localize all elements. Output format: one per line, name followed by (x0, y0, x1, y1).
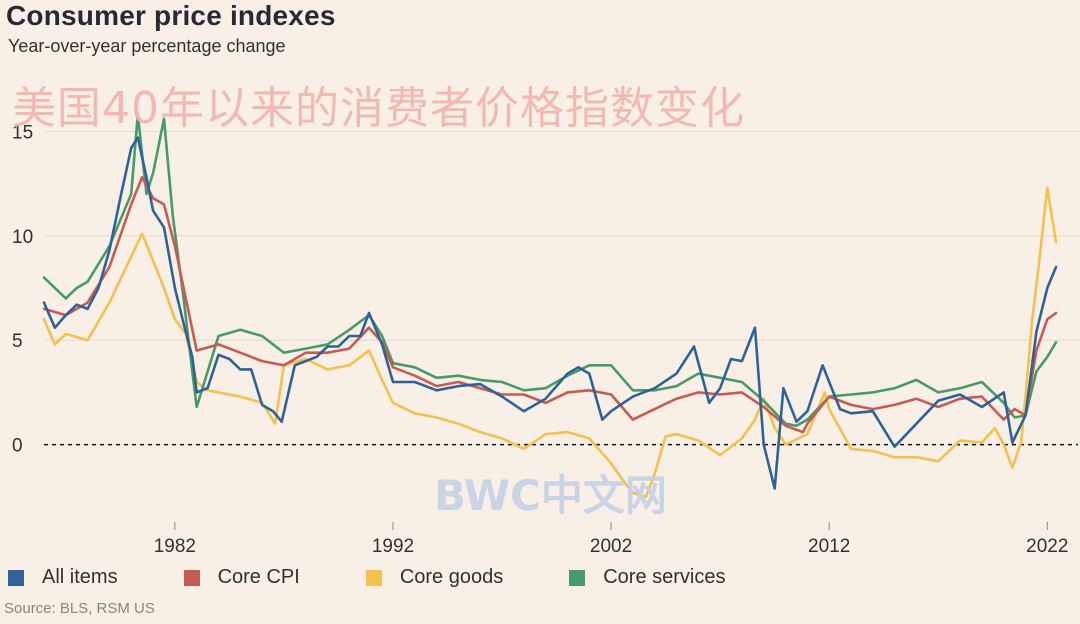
legend-item-core-goods: Core goods (365, 566, 504, 589)
legend-item-core-services: Core services (569, 566, 726, 589)
chart-legend: All items Core CPI Core goods Core servi… (8, 566, 792, 589)
series-line-core-cpi (42, 176, 1058, 434)
legend-swatch-core-goods (365, 569, 382, 586)
legend-item-core-cpi: Core CPI (183, 566, 300, 589)
y-tick-label: 0 (12, 436, 23, 457)
series-line-core-services (42, 113, 1058, 428)
watermark-text: BWC中文网 (434, 471, 667, 520)
legend-swatch-core-cpi (183, 569, 200, 586)
overlay-caption: 美国40年以来的消费者价格指数变化 (12, 83, 745, 134)
chart-subtitle: Year-over-year percentage change (8, 36, 286, 56)
legend-label: Core services (603, 566, 726, 588)
y-tick-label: 15 (12, 122, 33, 143)
legend-swatch-core-services (569, 569, 586, 586)
legend-label: Core goods (399, 566, 504, 588)
x-tick-label: 1992 (372, 536, 414, 557)
y-tick-label: 10 (12, 227, 33, 248)
chart-title: Consumer price indexes (6, 0, 336, 31)
series-line-all-items (42, 136, 1058, 490)
x-tick-label: 2012 (808, 536, 850, 557)
y-tick-label: 5 (12, 331, 23, 352)
source-note: Source: BLS, RSM US (4, 600, 155, 617)
legend-swatch-all-items (8, 569, 24, 586)
legend-item-all-items: All items (8, 566, 118, 589)
x-tick-label: 2022 (1026, 536, 1068, 557)
legend-label: Core CPI (217, 566, 300, 588)
x-tick-label: 2002 (590, 536, 632, 557)
legend-label: All items (42, 566, 118, 588)
x-tick-label: 1982 (154, 536, 196, 557)
